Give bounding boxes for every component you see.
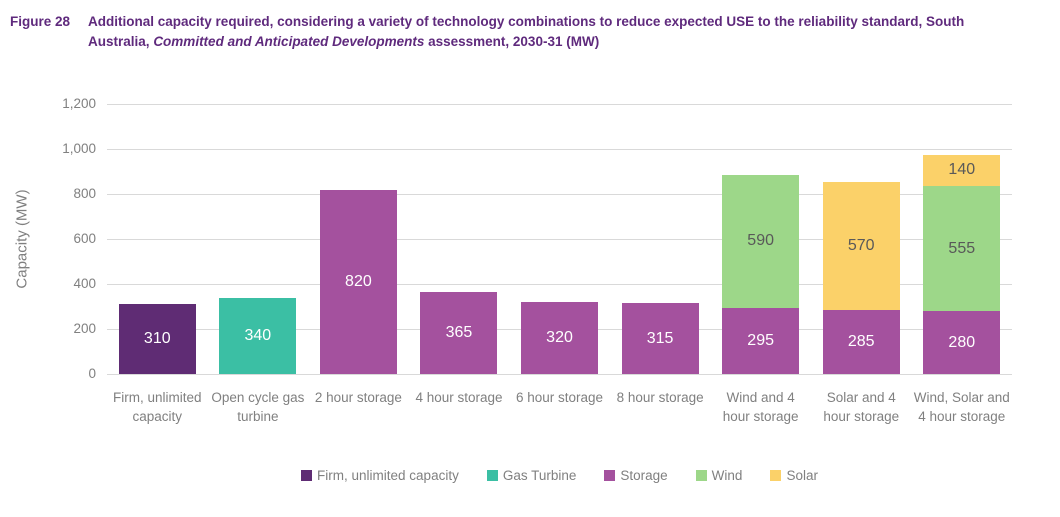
bar: 590 295 xyxy=(722,174,800,374)
bar-slot: 315 xyxy=(610,104,711,374)
x-axis-line xyxy=(107,374,1012,375)
legend-item: Solar xyxy=(770,468,818,483)
bar-slot: 570 285 xyxy=(811,104,912,374)
figure-caption: Additional capacity required, considerin… xyxy=(88,12,1016,52)
y-tick-label: 0 xyxy=(88,366,96,381)
bar-segment: 280 xyxy=(923,311,1001,374)
legend-swatch xyxy=(770,470,782,481)
gridline xyxy=(107,194,1012,195)
bar-segment: 820 xyxy=(319,189,397,374)
x-axis-category-labels: Firm, unlimited capacity Open cycle gas t… xyxy=(107,388,1012,426)
figure-caption-prefix: Additional capacity required, considerin… xyxy=(88,14,965,49)
bar: 820 xyxy=(319,189,397,374)
bars-container: 310 340 820 365 320 315 590 295 570 285 140 555 280 xyxy=(107,104,1012,374)
y-tick-label: 200 xyxy=(73,321,96,336)
bar-slot: 590 295 xyxy=(710,104,811,374)
bar: 340 xyxy=(219,297,297,374)
bar-segment-label: 820 xyxy=(345,272,372,290)
legend-label: Storage xyxy=(620,468,668,483)
bar-segment-label: 315 xyxy=(646,329,674,347)
x-category-label: Solar and 4 hour storage xyxy=(823,390,900,424)
x-category-label: 8 hour storage xyxy=(616,390,704,405)
gridline xyxy=(107,104,1012,105)
y-axis-tick-labels: 1,200 1,000 800 600 400 200 0 xyxy=(30,96,96,381)
legend-item: Wind xyxy=(695,468,743,483)
figure-caption-italic: Committed and Anticipated Developments xyxy=(153,34,425,49)
figure-number: Figure 28 xyxy=(10,14,71,29)
legend-item: Firm, unlimited capacity xyxy=(301,468,459,483)
chart-legend: Firm, unlimited capacity Gas Turbine Stora… xyxy=(107,468,1012,483)
bar-slot: 310 xyxy=(107,104,208,374)
x-category-label: 2 hour storage xyxy=(314,390,402,405)
y-axis-title: Capacity (MW) xyxy=(13,189,31,289)
bar: 320 xyxy=(521,302,599,374)
bar-segment: 315 xyxy=(621,303,699,374)
bar: 140 555 280 xyxy=(923,154,1001,374)
gridline xyxy=(107,284,1012,285)
bar-segment-label: 570 xyxy=(847,236,875,254)
bar-slot: 320 xyxy=(509,104,610,374)
x-category-label: Wind, Solar and 4 hour storage xyxy=(913,390,1010,424)
bar: 365 xyxy=(420,291,498,374)
gridline xyxy=(107,239,1012,240)
y-tick-label: 600 xyxy=(73,231,96,246)
x-category-label: Firm, unlimited capacity xyxy=(113,390,202,424)
bar: 315 xyxy=(621,303,699,374)
bar-segment-label: 295 xyxy=(747,331,774,349)
bar-segment-label: 310 xyxy=(143,330,171,348)
gridline xyxy=(107,149,1012,150)
bar-slot: 140 555 280 xyxy=(912,104,1013,374)
bar-slot: 340 xyxy=(208,104,309,374)
legend-label: Wind xyxy=(711,468,743,483)
bar-segment: 555 xyxy=(923,186,1001,311)
y-tick-label: 800 xyxy=(73,186,96,201)
bar-segment: 340 xyxy=(219,297,297,374)
bar-segment-label: 280 xyxy=(948,333,976,351)
legend-swatch xyxy=(301,470,313,481)
bar-segment: 140 xyxy=(923,154,1001,187)
legend-item: Gas Turbine xyxy=(486,468,577,483)
plot-area: 310 340 820 365 320 315 590 295 570 285 140 555 280 xyxy=(107,104,1012,375)
x-category-label: 6 hour storage xyxy=(516,390,604,405)
bar-segment: 320 xyxy=(521,302,599,374)
bar-segment: 570 xyxy=(822,181,900,310)
bar-segment: 365 xyxy=(420,291,498,374)
bar-segment: 590 xyxy=(722,174,800,308)
y-tick-label: 1,200 xyxy=(62,96,96,111)
bar: 570 285 xyxy=(822,181,900,374)
legend-item: Storage xyxy=(604,468,668,483)
bar-segment: 295 xyxy=(722,307,800,374)
bar-segment-label: 320 xyxy=(546,329,573,346)
bar-slot: 365 xyxy=(409,104,510,374)
legend-swatch xyxy=(486,470,498,481)
bar-segment-label: 365 xyxy=(445,323,473,341)
bar: 310 xyxy=(118,304,196,374)
x-category-label: 4 hour storage xyxy=(415,390,503,405)
bar-segment-label: 140 xyxy=(948,161,976,179)
figure-caption-suffix: assessment, 2030-31 (MW) xyxy=(424,34,600,49)
x-category-label: Wind and 4 hour storage xyxy=(722,390,799,424)
legend-swatch xyxy=(695,470,707,481)
figure-title: Figure 28 Additional capacity required, … xyxy=(10,12,1016,52)
bar-slot: 820 xyxy=(308,104,409,374)
legend-label: Gas Turbine xyxy=(502,468,577,483)
bar-segment: 285 xyxy=(822,309,900,374)
y-tick-label: 1,000 xyxy=(62,141,96,156)
y-tick-label: 400 xyxy=(73,276,96,291)
x-category-label: Open cycle gas turbine xyxy=(211,390,305,424)
legend-label: Firm, unlimited capacity xyxy=(317,468,459,483)
bar-segment-label: 285 xyxy=(847,332,875,350)
bar-segment-label: 555 xyxy=(948,239,976,257)
legend-swatch xyxy=(604,470,616,481)
bar-segment-label: 340 xyxy=(244,326,272,344)
legend-label: Solar xyxy=(786,468,818,483)
bar-segment: 310 xyxy=(118,304,196,374)
bar-segment-label: 590 xyxy=(747,232,774,250)
